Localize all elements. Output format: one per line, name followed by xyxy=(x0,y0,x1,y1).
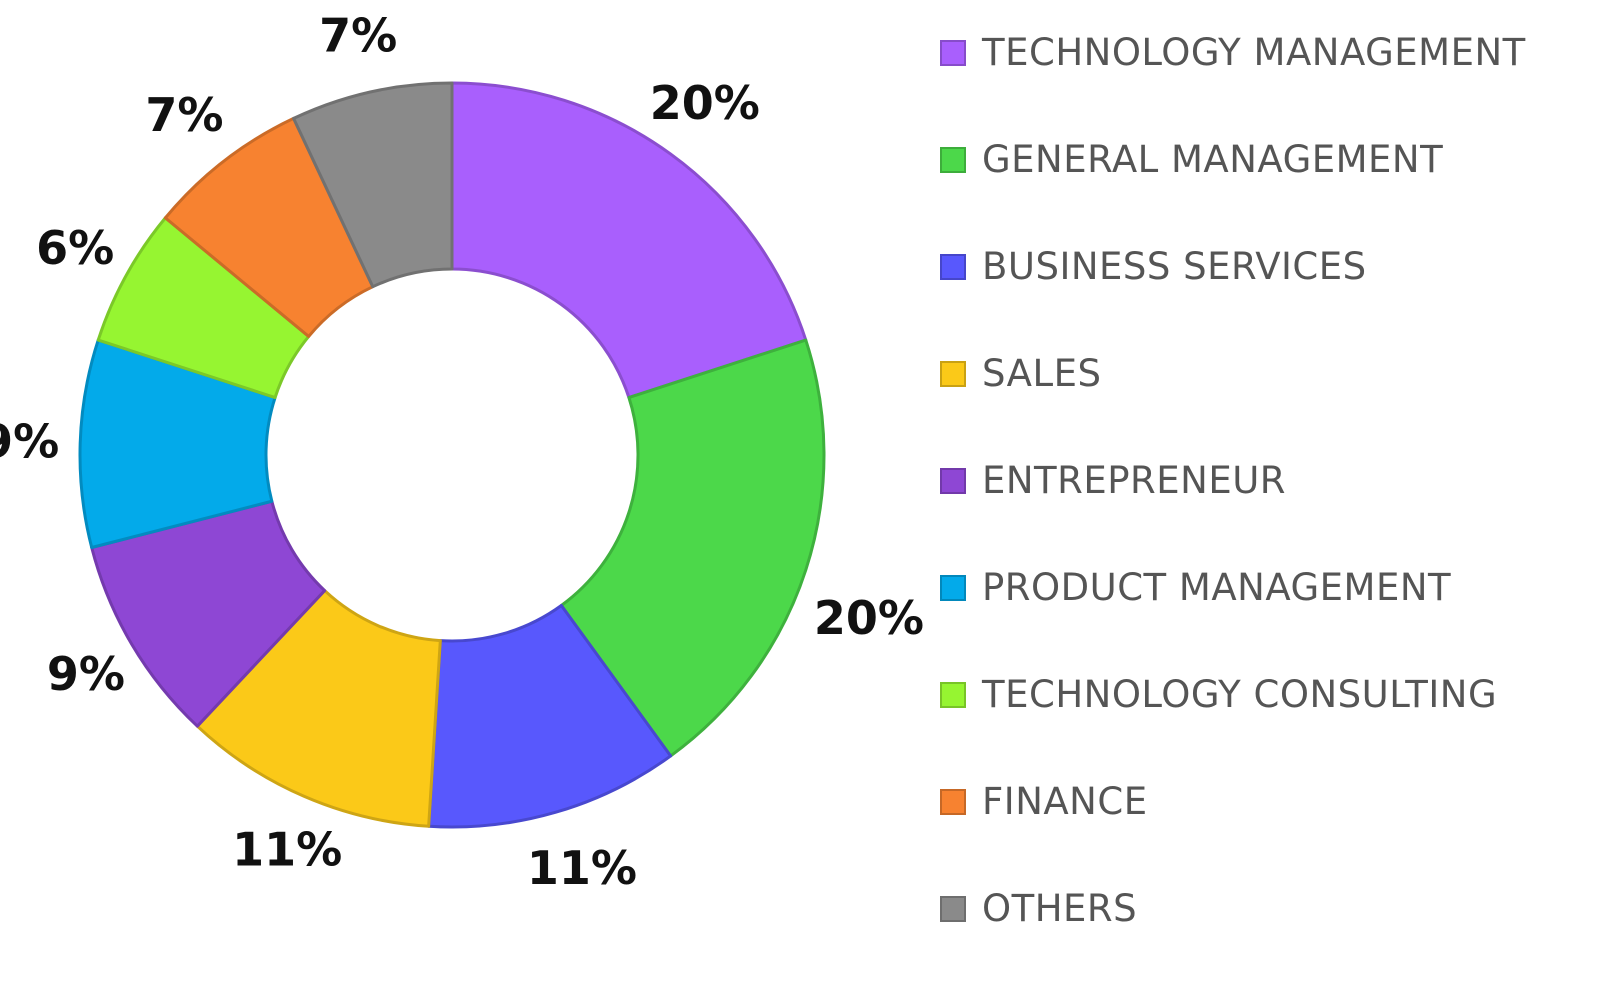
chart-legend: TECHNOLOGY MANAGEMENT GENERAL MANAGEMENT… xyxy=(940,26,1590,989)
legend-item-finance: FINANCE xyxy=(940,775,1590,882)
slice-technology-management xyxy=(450,81,808,400)
slice-others xyxy=(292,81,454,289)
legend-label: OTHERS xyxy=(982,887,1138,930)
legend-label: ENTREPRENEUR xyxy=(982,459,1286,502)
legend-item-product-management: PRODUCT MANAGEMENT xyxy=(940,561,1590,668)
legend-item-sales: SALES xyxy=(940,347,1590,454)
legend-item-technology-consulting: TECHNOLOGY CONSULTING xyxy=(940,668,1590,775)
donut-chart: 20% 20% 11% 11% 9% 9% 6% 7% 7% TECHNOLOGY MANAGE… xyxy=(0,8,1525,930)
legend-label: FINANCE xyxy=(982,780,1148,823)
legend-item-entrepreneur: ENTREPRENEUR xyxy=(940,454,1590,561)
value-label-technology-consulting: 6% xyxy=(36,221,114,275)
value-label-sales: 11% xyxy=(232,823,342,877)
legend-label: PRODUCT MANAGEMENT xyxy=(982,566,1452,609)
legend-swatch xyxy=(940,682,966,708)
legend-swatch xyxy=(940,575,966,601)
legend-item-others: OTHERS xyxy=(940,882,1590,989)
chart-slices xyxy=(78,81,826,829)
chart-value-labels: 20% 20% 11% 11% 9% 9% 6% 7% 7% xyxy=(0,8,924,895)
legend-swatch xyxy=(940,361,966,387)
value-label-entrepreneur: 9% xyxy=(47,647,125,701)
legend-swatch xyxy=(940,468,966,494)
legend-item-technology-management: TECHNOLOGY MANAGEMENT xyxy=(940,26,1590,133)
donut-chart-canvas: 20% 20% 11% 11% 9% 9% 6% 7% 7% xyxy=(0,8,924,895)
value-label-business-services: 11% xyxy=(527,841,637,895)
legend-label: BUSINESS SERVICES xyxy=(982,245,1367,288)
legend-swatch xyxy=(940,254,966,280)
legend-swatch xyxy=(940,896,966,922)
legend-item-business-services: BUSINESS SERVICES xyxy=(940,240,1590,347)
legend-item-general-management: GENERAL MANAGEMENT xyxy=(940,133,1590,240)
legend-swatch xyxy=(940,789,966,815)
legend-label: TECHNOLOGY CONSULTING xyxy=(982,673,1498,716)
value-label-technology-management: 20% xyxy=(650,76,760,130)
value-label-product-management: 9% xyxy=(0,414,59,468)
legend-swatch xyxy=(940,147,966,173)
value-label-finance: 7% xyxy=(145,88,223,142)
legend-swatch xyxy=(940,40,966,66)
value-label-general-management: 20% xyxy=(814,591,924,645)
legend-label: SALES xyxy=(982,352,1102,395)
slice-general-management xyxy=(559,338,826,758)
legend-label: GENERAL MANAGEMENT xyxy=(982,138,1444,181)
legend-label: TECHNOLOGY MANAGEMENT xyxy=(982,31,1526,74)
value-label-others: 7% xyxy=(319,8,397,62)
